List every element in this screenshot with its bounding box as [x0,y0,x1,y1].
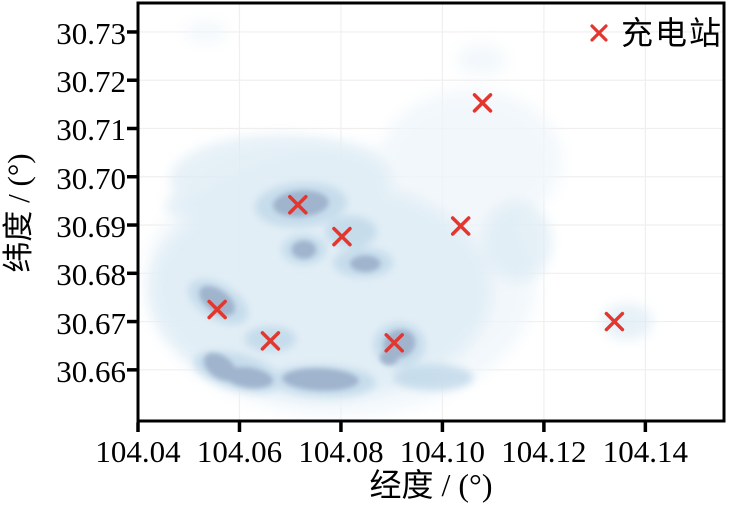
charging-station-marker [604,311,625,332]
legend-x-marker-icon [590,24,608,42]
charging-station-marker [450,216,471,236]
charging-station-marker [332,226,352,247]
x-tick-label: 104.04 [95,434,181,469]
charging-station-marker [384,333,404,353]
plot-area [127,1,726,432]
y-tick-label: 30.68 [56,257,126,293]
y-tick-label: 30.71 [56,112,126,148]
charging-station-marker [260,331,281,351]
station-markers [207,93,625,353]
plot-border [136,1,726,423]
density-heatmap [145,21,653,416]
x-tick-label: 104.12 [501,434,587,469]
y-tick-label: 30.67 [56,305,126,341]
x-axis-label: 经度 / (°) [369,467,493,503]
y-tick-label: 30.66 [56,353,126,389]
y-tick-label: 30.72 [56,64,126,100]
x-tick-label: 104.06 [196,434,283,469]
legend-label: 充电站 [620,15,723,51]
legend: 充电站 [588,13,723,53]
y-tick-label: 30.69 [56,209,126,245]
x-tick-label: 104.14 [602,434,688,469]
y-tick-label: 30.73 [56,15,126,51]
charging-station-marker [288,195,308,215]
axis-ticks [127,30,648,432]
y-tick-label: 30.70 [56,160,126,196]
x-tick-label: 104.08 [298,434,384,469]
charging-station-marker [472,93,493,113]
charging-station-marker [207,299,227,320]
x-tick-label: 104.10 [399,434,486,469]
